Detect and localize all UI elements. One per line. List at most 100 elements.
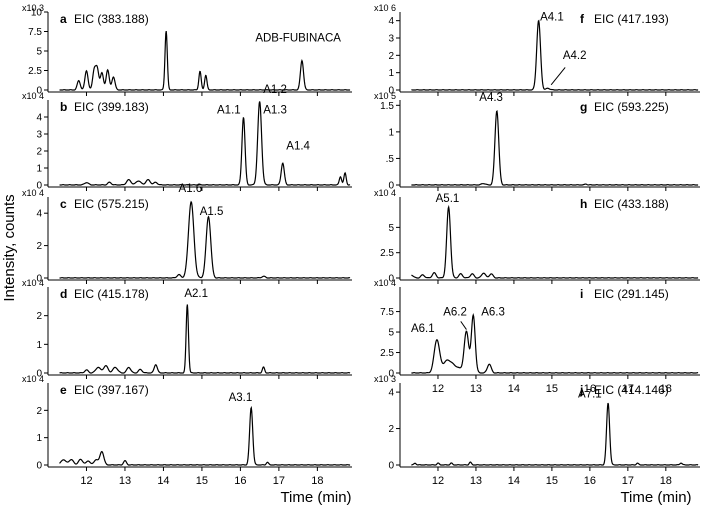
panel-b-ytick-label: 1 [36,164,42,175]
panel-c-ytick-label: 0 [36,274,42,285]
panel-d-ytick-label: 0 [36,369,42,380]
panel-c-eic-label: EIC (575.215) [74,197,149,211]
panel-b-ytick-label: 4 [36,113,42,124]
panel-e-xtick-label: 18 [311,475,323,487]
panel-a-peak-label: ADB-FUBINACA [255,33,341,45]
panel-f-scale-label: x10 6 [374,3,396,13]
panel-e-eic-label: EIC (397.167) [74,383,149,397]
panel-e-xtick-label: 16 [234,475,246,487]
panel-a-ytick-label: 10 [31,8,43,19]
panel-i-xtick-label: 13 [470,383,482,395]
panel-d-eic-label: EIC (415.178) [74,287,149,301]
panel-c-scale-label: x10 4 [22,188,44,198]
panel-b-peak-label: A1.1 [217,105,241,117]
panel-e-ytick-label: 0 [36,461,42,472]
panel-a-trace [59,30,351,91]
panel-f-ytick-label: 0 [388,86,394,97]
panel-g-eic-label: EIC (593.225) [594,100,669,114]
panel-h-scale-label: x10 4 [374,188,396,198]
panel-h-ytick-label: 2.5 [380,248,394,259]
panel-h-ytick-label: 0 [388,274,394,285]
panel-d-scale-label: x10 4 [22,278,44,288]
panel-b-ytick-label: 2 [36,147,42,158]
panel-b-scale-label: x10 4 [22,91,44,101]
panel-j-xtick-label: 13 [470,475,482,487]
panel-g-trace [411,110,699,186]
panel-d-peak-label: A2.1 [184,288,208,300]
panel-b-trace [59,101,351,186]
panel-i-ytick-label: 7.5 [380,307,394,318]
panel-e-ytick-label: 1 [36,433,42,444]
panel-f-trace [411,19,699,91]
panel-j-peak-label: A7.1 [578,389,602,401]
panel-a-ytick-label: 0 [36,86,42,97]
panel-j-eic-label: EIC (414.146) [594,383,669,397]
panel-i-peak-label: A6.1 [411,323,435,335]
panel-f-ytick-label: 3 [388,34,394,45]
panel-h-ytick-label: 5 [388,223,394,234]
x-axis-label-left: Time (min) [280,489,351,506]
panel-j-ytick-label: 2 [388,424,394,435]
panel-e-scale-label: x10 4 [22,374,44,384]
panel-i-peak-label: A6.3 [481,307,505,319]
panel-e-xtick-label: 15 [196,475,208,487]
panel-h-peak-label: A5.1 [436,193,460,205]
panel-e-trace [59,405,351,466]
panel-b-peak-label: A1.4 [286,140,310,152]
panel-i-eic-label: EIC (291.145) [594,287,669,301]
panel-j-xtick-label: 17 [622,475,634,487]
panel-b-ytick-label: 3 [36,130,42,141]
panel-g-ytick-label: 0 [388,181,394,192]
panel-a-eic-label: EIC (383.188) [74,12,149,26]
panel-i-xtick-label: 12 [432,383,444,395]
panel-d-letter: d [60,287,67,301]
panel-g-ytick-label: 1.5 [380,101,394,112]
panel-b-peak-label: A1.2 [263,84,287,96]
panel-j-xtick-label: 14 [508,475,520,487]
panel-i-xtick-label: 15 [546,383,558,395]
panel-c-ytick-label: 4 [36,209,42,220]
panel-e-xtick-label: 13 [119,475,131,487]
panel-h-trace [411,204,699,279]
panel-c-ytick-label: 2 [36,241,42,252]
panel-g-scale-label: x10 5 [374,91,396,101]
panel-d-ytick-label: 1 [36,340,42,351]
panel-j-ytick-label: 0 [388,461,394,472]
panel-h-eic-label: EIC (433.188) [594,197,669,211]
panel-i-xtick-label: 17 [622,383,634,395]
panel-f-eic-label: EIC (417.193) [594,12,669,26]
panel-j-trace [411,402,699,466]
panel-i-xtick-label: 16 [584,383,596,395]
panel-g-peak-label: A4.3 [479,92,503,104]
panel-e-letter: e [60,383,67,397]
panel-b-ytick-label: 0 [36,181,42,192]
panel-j-xtick-label: 18 [660,475,672,487]
panel-i-letter: i [580,287,583,301]
panel-b-letter: b [60,100,67,114]
panel-e-peak-label: A3.1 [229,392,253,404]
panel-d-ytick-label: 2 [36,311,42,322]
panel-f-ytick-label: 4 [388,16,394,27]
panel-e-xtick-label: 17 [273,475,285,487]
panel-i-xtick-label: 14 [508,383,520,395]
panel-i-trace [411,313,699,374]
panel-i-ytick-label: 0 [388,369,394,380]
panel-h-letter: h [580,197,587,211]
panel-a-ytick-label: 7.5 [28,27,42,38]
panel-f-peak-label: A4.1 [540,12,564,24]
panel-a-ytick-label: 5 [36,47,42,58]
panel-c-letter: c [60,197,67,211]
panel-f-pointer-line [550,67,566,86]
panel-e-xtick-label: 12 [80,475,92,487]
panel-g-ytick-label: 1 [388,127,394,138]
panel-j-xtick-label: 15 [546,475,558,487]
panel-b-eic-label: EIC (399.183) [74,100,149,114]
panel-a-letter: a [60,12,67,26]
panel-g-ytick-label: .5 [386,154,395,165]
panel-g-letter: g [580,100,587,114]
panel-a-scale-label: x10 3 [22,3,44,13]
panel-i-ytick-label: 2.5 [380,348,394,359]
panel-j-ytick-label: 4 [388,388,394,399]
